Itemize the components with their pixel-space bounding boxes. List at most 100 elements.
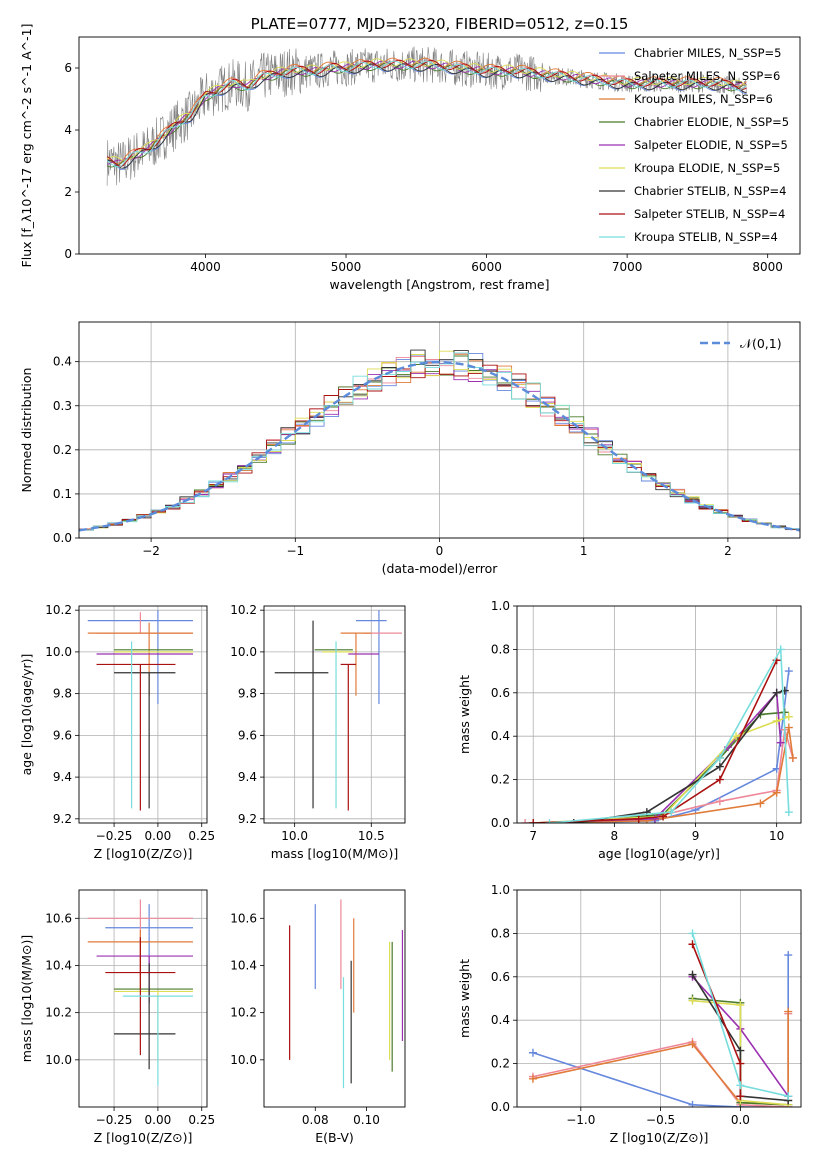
- x-tick-label: 1: [580, 544, 588, 558]
- x-tick-label: −0.5: [646, 1113, 675, 1127]
- plot-area-massweight-vs-Z: [528, 929, 793, 1107]
- mass-weight-marker: [715, 797, 724, 806]
- mass-weight-marker: [634, 814, 643, 823]
- gaussian-curve: [79, 360, 800, 532]
- x-tick-label: 4000: [190, 260, 221, 274]
- histogram-series: [79, 352, 800, 531]
- y-tick-label: 9.8: [53, 687, 72, 701]
- y-tick-label: 0.6: [491, 970, 510, 984]
- y-tick-label: 0.3: [53, 399, 72, 413]
- y-tick-label: 4: [64, 123, 72, 137]
- x-tick-label: 6000: [471, 260, 502, 274]
- y-tick-label: 0.8: [491, 642, 510, 656]
- axes-frame: [78, 36, 801, 255]
- y-tick-label: 10.4: [45, 958, 72, 972]
- mass-weight-marker: [784, 1007, 793, 1016]
- x-tick-label: −0.25: [96, 1113, 133, 1127]
- x-tick-label: 0.0: [731, 1113, 750, 1127]
- x-axis-label: Z [log10(Z/Z⊙)]: [94, 1130, 193, 1145]
- spectrum-legend: Chabrier MILES, N_SSP=5 Salpeter MILES, N…: [599, 46, 789, 244]
- y-tick-label: 10.2: [230, 603, 257, 617]
- y-axis-label: mass [log10(M/M⊙)]: [19, 935, 34, 1063]
- axes-frame: [263, 605, 406, 824]
- x-tick-label: 5000: [331, 260, 362, 274]
- mass-weight-marker: [776, 738, 785, 747]
- x-tick-label: 0.00: [145, 829, 172, 843]
- mass-weight-line: [533, 715, 790, 823]
- plot-area-mass-vs-Z: [87, 899, 193, 1086]
- y-tick-label: 0: [64, 247, 72, 261]
- axes-frame: [516, 605, 802, 824]
- y-tick-label: 0.1: [53, 487, 72, 501]
- x-tick-label: 10.5: [358, 829, 385, 843]
- mass-weight-marker: [715, 753, 724, 762]
- mass-weight-marker: [659, 812, 668, 821]
- error-bar-point: [340, 663, 356, 811]
- mass-weight-marker: [736, 1081, 745, 1090]
- legend-label: Chabrier MILES, N_SSP=5: [634, 46, 781, 60]
- mass-weight-marker: [521, 819, 530, 823]
- mass-weight-line: [533, 727, 794, 823]
- x-tick-label: −2: [142, 544, 160, 558]
- axes-frame: [263, 889, 406, 1108]
- axes-massweight-vs-age: 7 8 9 10 0.0 0.2 0.4 0.6 0.8 1.0 age [log10(age/yr…: [457, 599, 802, 861]
- plot-area-spectrum: [106, 46, 747, 186]
- plot-area-mass-vs-EBV: [289, 899, 404, 1089]
- y-axis-label: Flux [f_λ10^-17 erg cm^-2 s^-1 A^-1]: [19, 24, 34, 268]
- mass-weight-marker: [788, 753, 797, 762]
- mass-weight-marker: [756, 799, 765, 808]
- x-tick-label: 9: [692, 829, 700, 843]
- x-tick-label: 0.25: [188, 829, 215, 843]
- y-tick-label: 0.0: [491, 1100, 510, 1114]
- model-spectrum-line: [107, 60, 747, 165]
- y-tick-label: 10.0: [230, 1053, 257, 1067]
- mass-weight-marker: [772, 717, 781, 726]
- mass-weight-marker: [715, 775, 724, 784]
- y-tick-label: 0.0: [53, 531, 72, 545]
- x-axis-label: wavelength [Angstrom, rest frame]: [329, 277, 549, 292]
- mass-weight-marker: [776, 645, 785, 654]
- y-tick-label: 9.8: [238, 687, 257, 701]
- mass-weight-marker: [736, 1001, 745, 1010]
- x-axis-label: (data-model)/error: [382, 561, 499, 576]
- error-bar-point: [355, 610, 387, 705]
- y-tick-label: 0.4: [491, 1013, 510, 1027]
- error-bar-point: [274, 620, 329, 809]
- axes-frame: [516, 889, 802, 1108]
- error-bar-point: [96, 612, 193, 634]
- mass-weight-marker: [736, 1046, 745, 1055]
- legend-label: Salpeter MILES, N_SSP=6: [634, 69, 780, 83]
- axes-frame: [78, 605, 208, 824]
- error-bar-point: [114, 672, 176, 809]
- mass-weight-line: [533, 671, 790, 823]
- x-tick-label: −1.0: [566, 1113, 595, 1127]
- mass-weight-line: [533, 690, 782, 823]
- y-tick-label: 10.2: [45, 603, 72, 617]
- mass-weight-marker: [667, 808, 676, 817]
- y-axis-label: age [log10(age/yr)]: [19, 654, 34, 776]
- y-tick-label: 0.6: [491, 686, 510, 700]
- mass-weight-marker: [732, 732, 741, 741]
- x-axis-label: Z [log10(Z/Z⊙)]: [94, 846, 193, 861]
- error-bar-point: [114, 963, 176, 1070]
- axes-age-vs-Z: −0.25 0.00 0.25 9.2 9.4 9.6 9.8 10.0 10.2 Z [log1…: [19, 603, 215, 861]
- x-tick-label: 7000: [612, 260, 643, 274]
- y-tick-label: 1.0: [491, 883, 510, 897]
- mass-weight-marker: [529, 819, 538, 823]
- mass-weight-marker: [784, 723, 793, 732]
- mass-weight-marker: [736, 1092, 745, 1101]
- mass-weight-marker: [780, 708, 789, 717]
- axes-frame: [78, 889, 208, 1108]
- residuals-legend: 𝒩(0,1): [700, 336, 782, 351]
- error-bar-point: [122, 995, 193, 1086]
- model-spectrum-line: [106, 58, 747, 161]
- legend-label: 𝒩(0,1): [740, 336, 782, 351]
- mass-weight-marker: [736, 1059, 745, 1068]
- mass-weight-marker: [528, 1048, 537, 1057]
- y-tick-label: 0.2: [491, 773, 510, 787]
- y-tick-label: 1.0: [491, 599, 510, 613]
- x-axis-label: Z [log10(Z/Z⊙)]: [610, 1130, 709, 1145]
- axes-massweight-vs-Z: −1.0 −0.5 0.0 0.0 0.2 0.4 0.6 0.8 1.0 Z [log10(Z/…: [457, 883, 802, 1145]
- axes-residuals: −2 −1 0 1 2 0.0 0.1 0.2 0.3 0.4 (data-model)/error…: [19, 321, 801, 576]
- legend-label: Kroupa STELIB, N_SSP=4: [634, 230, 778, 244]
